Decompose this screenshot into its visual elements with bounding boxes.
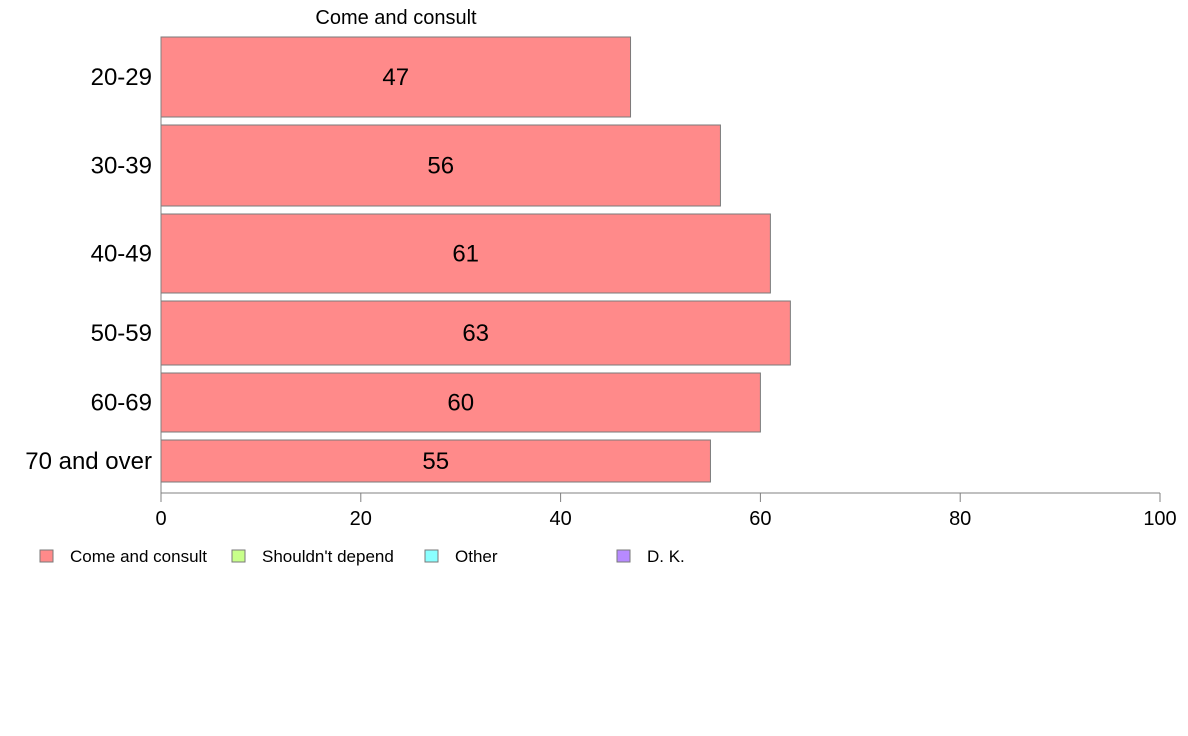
bar-0 [160, 36, 632, 118]
series-header: Come and consult [315, 7, 477, 29]
legend-swatch [39, 549, 54, 563]
bar-5 [160, 439, 711, 483]
category-label: 40-49 [91, 241, 152, 268]
category-label: 20-29 [91, 64, 152, 91]
x-tick-label: 40 [549, 508, 571, 530]
bars-group [160, 36, 791, 483]
category-label: 60-69 [91, 390, 152, 417]
x-tick-label: 20 [350, 508, 372, 530]
x-tick-label: 60 [749, 508, 771, 530]
bar-1 [160, 124, 721, 207]
value-label: 60 [447, 390, 474, 417]
legend-swatch [231, 549, 246, 563]
value-label: 61 [452, 241, 479, 268]
value-label: 55 [422, 448, 449, 475]
legend-label: Shouldn't depend [262, 547, 394, 566]
x-tick-label: 80 [949, 508, 971, 530]
legend-swatch [424, 549, 439, 563]
value-label: 47 [382, 64, 409, 91]
legend-swatch [616, 549, 631, 563]
category-label: 30-39 [91, 153, 152, 180]
legend-label: Other [455, 547, 498, 566]
legend-label: Come and consult [70, 547, 207, 566]
value-label: 56 [427, 153, 454, 180]
bar-2 [160, 213, 771, 294]
x-tick-label: 100 [1143, 508, 1176, 530]
category-labels: 20-29 30-39 40-49 50-59 60-69 70 and over [25, 64, 152, 475]
value-label: 63 [462, 320, 489, 347]
bar-3 [160, 300, 791, 366]
legend-label: D. K. [647, 547, 685, 566]
category-label: 50-59 [91, 320, 152, 347]
legend: Come and consult Shouldn't depend Other D. … [39, 547, 685, 566]
value-labels: 47 56 61 63 60 55 [382, 64, 489, 475]
x-axis: 0 20 40 60 80 100 [155, 37, 1177, 530]
bar-4 [160, 372, 761, 433]
category-label: 70 and over [25, 448, 152, 475]
x-tick-label: 0 [155, 508, 166, 530]
